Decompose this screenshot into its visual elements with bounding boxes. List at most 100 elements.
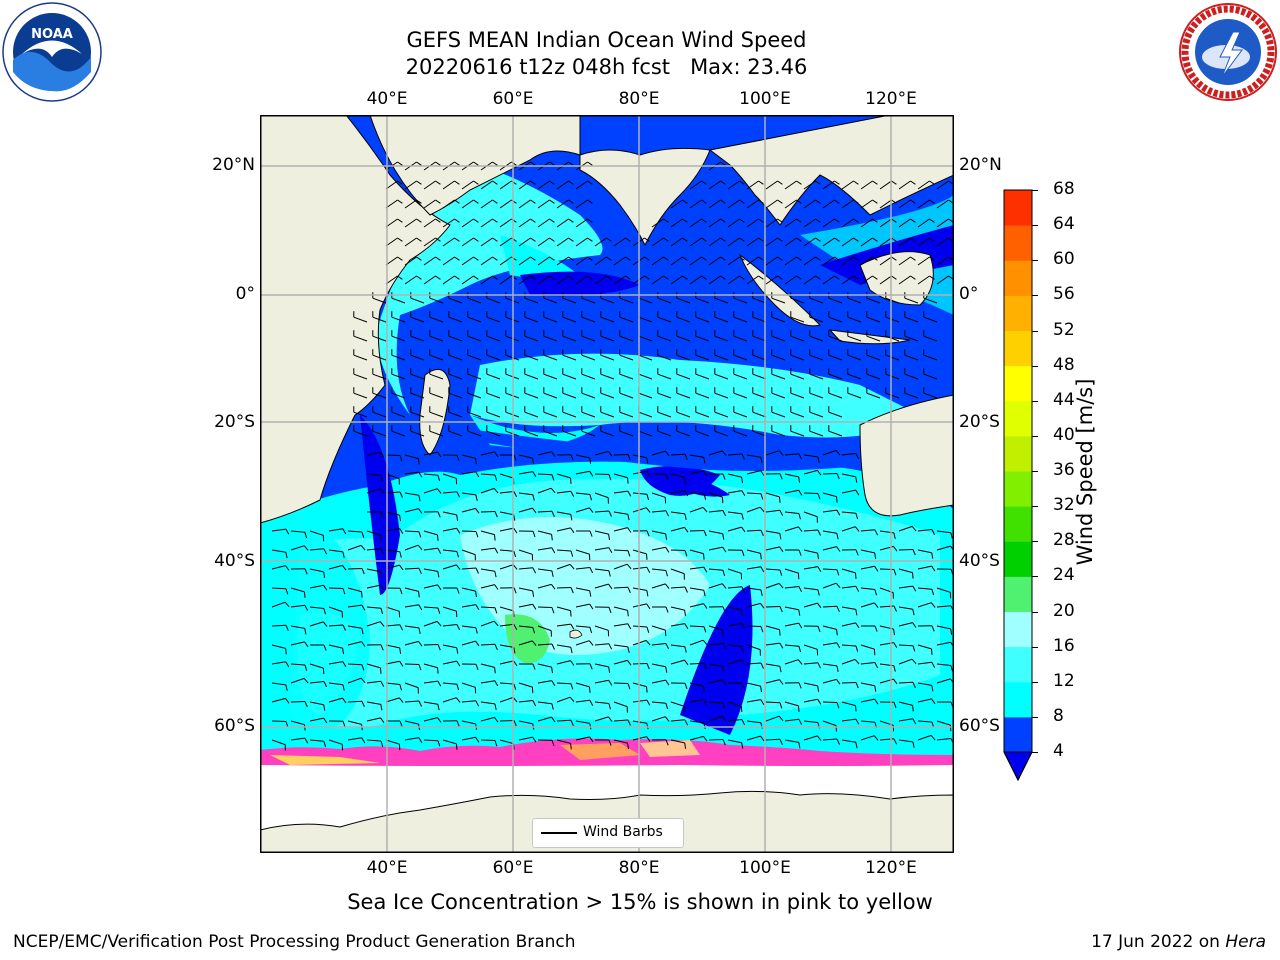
wind-barb-flag	[722, 739, 726, 746]
wind-barb	[784, 701, 799, 707]
wind-barb-flag	[912, 682, 916, 688]
wind-barb	[556, 719, 572, 722]
colorbar-segment	[1004, 190, 1032, 226]
wind-barb	[423, 237, 436, 247]
wind-barb	[575, 180, 588, 190]
wind-barb-flag	[930, 602, 936, 608]
wind-barb-flag	[760, 626, 764, 633]
wind-barb-flag	[779, 629, 781, 636]
wind-barb-flag	[418, 568, 422, 574]
wind-barb	[448, 411, 463, 418]
wind-barb-flag	[437, 704, 440, 711]
wind-barb	[689, 199, 702, 209]
wind-barb-flag	[931, 529, 936, 536]
wind-barb-flag	[436, 488, 442, 494]
colorbar-segment	[1004, 716, 1032, 753]
wind-barb-flag	[416, 237, 422, 242]
wind-barb-flag	[779, 510, 784, 516]
wind-barb	[822, 256, 835, 266]
wind-barb-flag	[380, 644, 384, 651]
wind-barb-flag	[475, 664, 479, 671]
wind-barb-flag	[874, 529, 879, 536]
wind-barb	[784, 199, 797, 209]
wind-barb	[841, 199, 854, 209]
wind-barb-flag	[665, 533, 668, 540]
wind-barb	[423, 620, 438, 627]
wind-barb	[917, 199, 930, 209]
wind-barb	[670, 586, 686, 589]
wind-barb-flag	[779, 473, 783, 480]
wind-barb-flag	[796, 275, 802, 280]
wind-barb	[898, 525, 913, 532]
wind-barb	[537, 663, 552, 668]
wind-barb	[733, 354, 748, 361]
wind-barb-flag	[720, 237, 726, 242]
wind-barb-flag	[416, 256, 422, 261]
wind-barb	[518, 587, 533, 592]
wind-barb	[562, 297, 577, 304]
wind-barb	[752, 373, 767, 380]
wind-barb	[575, 567, 590, 570]
wind-barb	[575, 218, 588, 228]
wind-barb-flag	[798, 682, 802, 689]
wind-barb	[328, 606, 343, 613]
wind-barb	[518, 625, 533, 628]
wind-barb	[271, 549, 286, 553]
wind-barb	[841, 644, 857, 647]
wind-barb	[771, 335, 786, 342]
wind-barb-flag	[703, 736, 708, 742]
wind-barb-flag	[798, 513, 801, 520]
wind-barb-flag	[454, 275, 460, 280]
wind-barb-flag	[817, 566, 822, 572]
lat-tick-right-0: 0°	[959, 284, 979, 304]
wind-barb	[556, 606, 571, 612]
wind-barb	[613, 511, 628, 515]
wind-barb	[594, 473, 610, 475]
wind-barb-flag	[798, 586, 803, 593]
wind-barb	[290, 641, 305, 646]
colorbar-tick-label: 12	[1053, 670, 1075, 691]
wind-barb	[518, 199, 531, 209]
wind-barb	[575, 275, 588, 285]
wind-barb	[689, 492, 705, 495]
wind-barb	[290, 545, 305, 551]
wind-barb	[410, 354, 425, 361]
wind-barb	[695, 373, 710, 380]
wind-barb	[860, 602, 875, 608]
wind-barb-flag	[532, 640, 537, 646]
wind-barb	[366, 548, 381, 551]
wind-barb-flag	[817, 589, 820, 596]
wind-barb-flag	[456, 587, 460, 594]
wind-barb	[651, 510, 666, 513]
colorbar-segment	[1004, 260, 1032, 296]
wind-barb-flag	[703, 553, 705, 560]
wind-barb	[575, 507, 590, 513]
wind-barb	[271, 682, 286, 686]
wind-barb	[670, 568, 685, 575]
wind-barb	[917, 602, 932, 608]
wind-barb-flag	[494, 474, 498, 481]
wind-barb	[765, 582, 780, 589]
wind-barb	[486, 335, 501, 342]
wind-barb-flag	[625, 237, 631, 242]
wind-barb	[632, 699, 647, 703]
wind-barb	[917, 275, 930, 285]
wind-barb	[353, 316, 368, 323]
wind-barb	[423, 218, 436, 228]
wind-barb	[784, 586, 799, 589]
wind-barb-flag	[399, 491, 403, 498]
wind-barb-flag	[874, 625, 878, 632]
wind-barb	[689, 237, 702, 247]
wind-barb	[486, 297, 501, 304]
wind-barb	[828, 392, 843, 399]
wind-barb-flag	[684, 454, 688, 460]
wind-barb-flag	[872, 237, 878, 242]
wind-barb-flag	[777, 199, 783, 204]
wind-barb-flag	[399, 661, 404, 667]
wind-barb-flag	[380, 608, 384, 615]
wind-barb-flag	[399, 455, 403, 462]
wind-barb	[670, 218, 683, 228]
wind-barb	[461, 625, 476, 629]
wind-barb-flag	[587, 180, 593, 185]
wind-barb	[575, 492, 590, 495]
